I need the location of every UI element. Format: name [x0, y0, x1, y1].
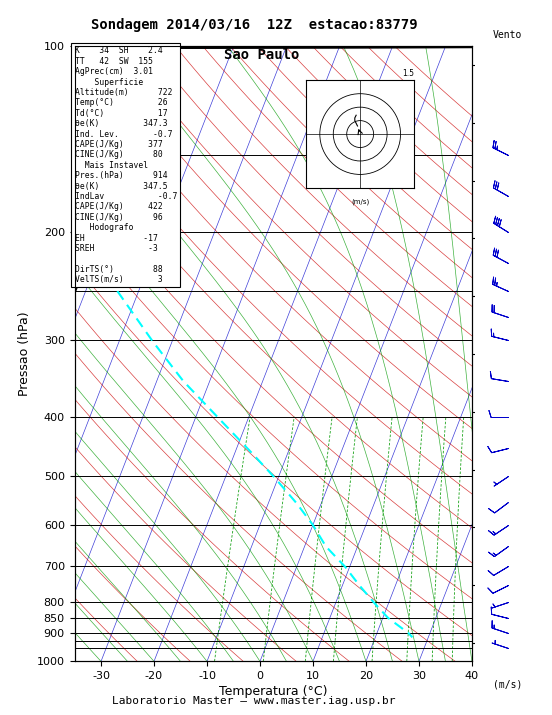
Text: Sondagem 2014/03/16  12Z  estacao:83779: Sondagem 2014/03/16 12Z estacao:83779	[91, 18, 417, 32]
Text: Laboratorio Master — www.master.iag.usp.br: Laboratorio Master — www.master.iag.usp.…	[112, 696, 396, 706]
Text: NCL: NCL	[474, 611, 489, 619]
Text: (m/s): (m/s)	[351, 199, 369, 205]
Y-axis label: Razao de Mistura (g/kg): Razao de Mistura (g/kg)	[501, 287, 511, 420]
Text: (m/s): (m/s)	[493, 680, 523, 690]
Text: 1.5: 1.5	[402, 69, 414, 78]
Text: Sao Paulo: Sao Paulo	[224, 48, 299, 61]
Text: K    34  SH    2.4
TT   42  SW  155
AgPrec(cm)  3.01
    Superficie
Altitude(m) : K 34 SH 2.4 TT 42 SW 155 AgPrec(cm) 3.01…	[75, 46, 177, 285]
Y-axis label: Pressao (hPa): Pressao (hPa)	[18, 312, 31, 396]
X-axis label: Temperatura (°C): Temperatura (°C)	[219, 685, 327, 699]
Text: Vento: Vento	[493, 30, 523, 40]
